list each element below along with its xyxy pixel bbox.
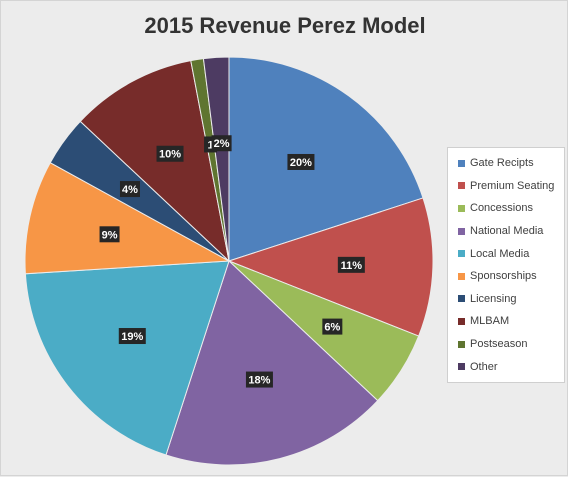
legend-item-licensing: Licensing	[458, 288, 564, 311]
legend-item-gate-recipts: Gate Recipts	[458, 152, 564, 175]
data-label-gate-recipts: 20%	[287, 153, 315, 170]
chart-title: 2015 Revenue Perez Model	[144, 13, 426, 38]
pie-slice-other	[202, 56, 230, 262]
legend-item-mlbam: MLBAM	[458, 310, 564, 333]
data-label-text: 1	[207, 139, 213, 151]
legend-swatch	[458, 340, 465, 348]
data-label-background	[245, 371, 273, 388]
data-label-background	[287, 153, 315, 170]
legend-item-concessions: Concessions	[458, 197, 564, 220]
legend: Gate Recipts Premium Seating Concessions Na…	[447, 147, 565, 383]
data-label-local-media: 19%	[118, 328, 146, 345]
data-label-background	[322, 318, 343, 335]
legend-item-other: Other	[458, 355, 564, 378]
data-label-text: 20%	[290, 157, 312, 169]
legend-label: National Media	[470, 225, 544, 238]
legend-label: Premium Seating	[470, 179, 555, 192]
legend-swatch	[458, 295, 465, 303]
legend-label: Other	[470, 360, 498, 373]
pie-slice-local-media	[24, 260, 230, 456]
legend-swatch	[458, 227, 465, 235]
legend-label: MLBAM	[470, 315, 510, 328]
legend-label: Gate Recipts	[470, 157, 534, 170]
legend-item-local-media: Local Media	[458, 242, 564, 265]
data-label-text: 19%	[121, 331, 143, 343]
legend-swatch	[458, 363, 465, 371]
data-label-background	[118, 328, 146, 345]
data-label-text: 11%	[341, 260, 363, 272]
data-label-text: 9%	[102, 229, 118, 241]
legend-item-national-media: National Media	[458, 220, 564, 243]
legend-label: Licensing	[470, 292, 517, 305]
data-label-text: 10%	[159, 149, 181, 161]
legend-swatch	[458, 204, 465, 212]
data-label-premium-seating: 11%	[337, 256, 365, 273]
pie-slice-national-media	[165, 260, 379, 466]
data-label-background	[119, 181, 140, 198]
data-label-national-media: 18%	[245, 371, 273, 388]
data-label-background	[99, 226, 120, 243]
data-label-licensing: 4%	[119, 181, 140, 198]
data-label-sponsorships: 9%	[99, 226, 120, 243]
data-label-background	[211, 135, 232, 152]
data-label-concessions: 6%	[322, 318, 343, 335]
data-label-text: 2%	[214, 138, 230, 150]
pie-slice-sponsorships	[24, 162, 231, 275]
data-label-background	[337, 256, 365, 273]
legend-item-postseason: Postseason	[458, 333, 564, 356]
data-label-text: 18%	[248, 375, 270, 387]
legend-swatch	[458, 182, 465, 190]
pie-slice-gate-recipts	[228, 56, 424, 262]
data-label-other: 2%	[211, 135, 232, 152]
legend-label: Concessions	[470, 202, 533, 215]
pie-slice-mlbam	[79, 60, 230, 263]
data-label-background	[156, 145, 184, 162]
legend-swatch	[458, 272, 465, 280]
pie-slice-premium-seating	[227, 197, 434, 337]
legend-swatch	[458, 159, 465, 167]
legend-label: Local Media	[470, 247, 530, 260]
legend-swatch	[458, 250, 465, 258]
data-label-text: 6%	[324, 322, 340, 334]
legend-label: Postseason	[470, 338, 528, 351]
legend-item-sponsorships: Sponsorships	[458, 265, 564, 288]
legend-swatch	[458, 317, 465, 325]
data-label-mlbam: 10%	[156, 145, 184, 162]
legend-item-premium-seating: Premium Seating	[458, 175, 564, 198]
legend-label: Sponsorships	[470, 270, 537, 283]
data-label-text: 4%	[122, 184, 138, 196]
